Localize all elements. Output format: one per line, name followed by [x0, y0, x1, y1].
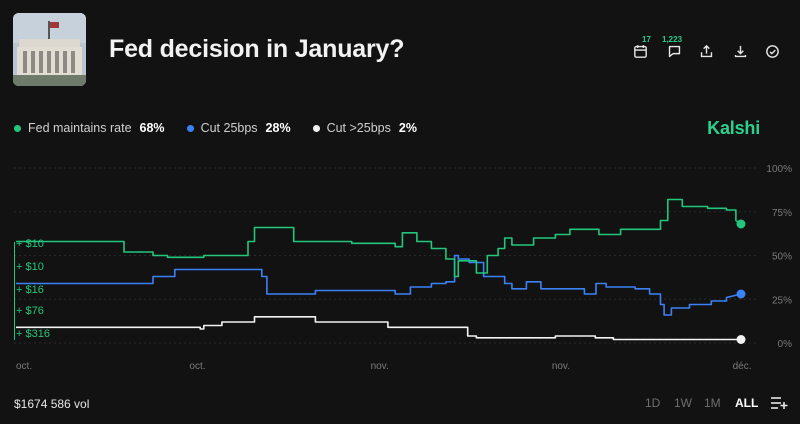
x-tick-label: nov. [552, 361, 570, 372]
x-tick-label: oct. [16, 361, 32, 372]
x-axis-ticks: oct. oct. nov. nov. déc. [16, 361, 752, 372]
y-tick-label: 100% [766, 164, 792, 175]
download-icon [734, 45, 746, 57]
trade-label: + $16 [16, 284, 44, 296]
chart-grid [14, 167, 758, 344]
series-line [16, 316, 741, 341]
resolve-button[interactable] [760, 38, 784, 64]
comment-icon [668, 45, 680, 57]
legend-label: Fed maintains rate [28, 121, 132, 135]
comments-button[interactable]: 1,223 [662, 35, 686, 64]
legend-dot-cut-25 [186, 124, 194, 132]
y-tick-label: 50% [772, 252, 792, 263]
range-1d-button[interactable]: 1D [645, 396, 661, 410]
legend-value: 28% [265, 121, 291, 135]
time-range-selector: 1D 1W 1M ALL [0, 396, 800, 412]
range-1w-button[interactable]: 1W [674, 396, 692, 410]
download-button[interactable] [728, 38, 752, 64]
x-tick-label: nov. [371, 361, 389, 372]
market-actions: 17 1,223 [0, 35, 800, 68]
trade-markers: + $10 + $10 + $16 + $76 + $316 [14, 238, 50, 340]
series-end-dots [736, 219, 746, 344]
trade-label: + $10 [16, 261, 44, 273]
share-icon [700, 44, 712, 57]
x-tick-label: oct. [189, 361, 205, 372]
trade-label: + $316 [16, 328, 50, 340]
legend-label: Cut >25bps [326, 121, 391, 135]
series-end-dot [736, 289, 746, 299]
legend-label: Cut 25bps [200, 121, 258, 135]
range-all-button[interactable]: ALL [735, 396, 759, 410]
legend-dot-maintain [14, 124, 21, 132]
brand-logo[interactable]: Kalshi [707, 118, 760, 138]
y-tick-label: 75% [772, 208, 792, 219]
list-plus-icon[interactable] [770, 396, 788, 410]
series-end-dot [736, 335, 746, 344]
calendar-count-badge: 17 [642, 35, 651, 44]
probability-chart[interactable]: 100% 75% 50% 25% 0% oct. oct. nov. nov. déc. + $… [0, 150, 800, 380]
series-line [16, 198, 742, 278]
chart-legend: Fed maintains rate 68% Cut 25bps 28% Cut… [14, 121, 439, 135]
market-thumbnail [13, 13, 86, 86]
trade-label: + $76 [16, 305, 44, 317]
series-end-dot [736, 219, 746, 229]
share-button[interactable] [694, 38, 718, 64]
legend-item-cut-25[interactable]: Cut 25bps 28% [186, 121, 291, 135]
y-tick-label: 25% [772, 295, 792, 306]
legend-item-maintain[interactable]: Fed maintains rate 68% [14, 121, 165, 135]
calendar-icon [633, 44, 647, 58]
legend-value: 68% [139, 121, 165, 135]
series-lines [16, 198, 742, 341]
trade-label: + $10 [16, 238, 44, 250]
page-title: Fed decision in January? [109, 35, 405, 63]
legend-value: 2% [398, 121, 417, 135]
range-1m-button[interactable]: 1M [704, 396, 721, 410]
y-tick-label: 0% [778, 339, 793, 350]
x-tick-label: déc. [733, 361, 752, 372]
legend-dot-cut-over-25 [312, 124, 320, 132]
calendar-button[interactable]: 17 [628, 35, 652, 64]
comment-count-badge: 1,223 [662, 35, 683, 44]
series-line [16, 254, 742, 316]
volume-label: $1674 586 vol [14, 397, 90, 411]
federal-reserve-building-photo [13, 13, 86, 86]
legend-item-cut-over-25[interactable]: Cut >25bps 2% [312, 121, 417, 135]
check-circle-icon [765, 44, 779, 58]
y-axis-ticks: 100% 75% 50% 25% 0% [766, 164, 792, 350]
